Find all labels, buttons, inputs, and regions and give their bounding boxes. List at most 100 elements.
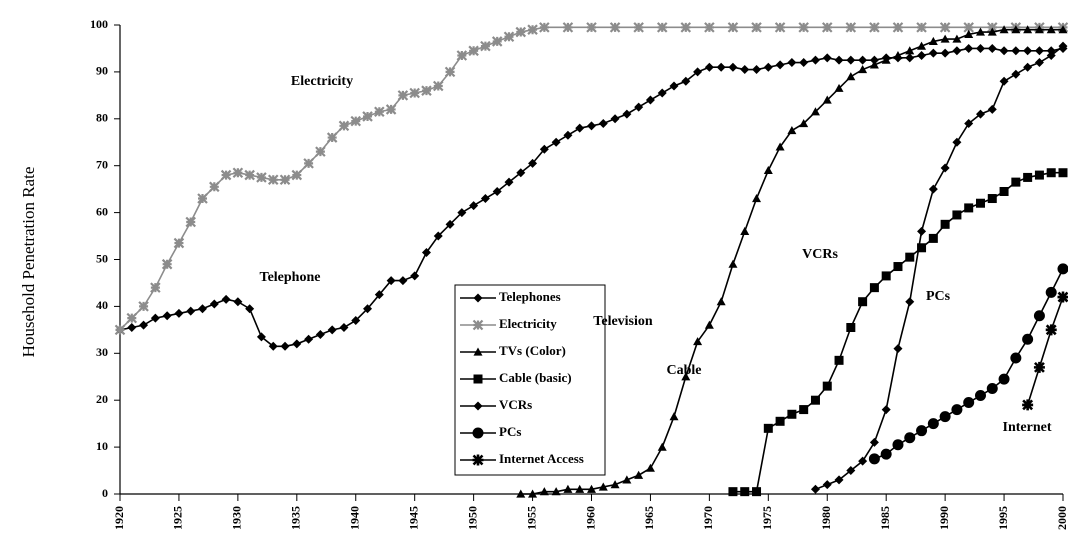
data-point [881, 271, 891, 281]
data-point [516, 489, 526, 498]
data-point [656, 22, 668, 33]
legend-label: Cable (basic) [499, 370, 572, 385]
data-point [1046, 168, 1056, 178]
data-point [622, 475, 632, 484]
legend-marker [473, 347, 483, 356]
data-point [940, 163, 950, 173]
data-point [610, 114, 620, 124]
data-point [209, 181, 220, 193]
data-point [504, 177, 514, 187]
data-point [822, 53, 832, 63]
data-point [468, 45, 479, 57]
data-point [114, 324, 126, 336]
data-point [398, 276, 408, 286]
data-point [197, 193, 208, 204]
data-point [940, 48, 950, 58]
series-line [815, 45, 1064, 491]
data-point [1058, 41, 1068, 51]
data-point [586, 22, 597, 33]
data-point [892, 22, 904, 33]
data-point [810, 107, 820, 116]
data-point [974, 390, 986, 402]
data-point [846, 55, 856, 65]
data-point [634, 102, 644, 112]
data-point [693, 337, 703, 346]
y-tick-label: 50 [96, 251, 108, 265]
y-tick-label: 90 [96, 64, 108, 78]
data-point [232, 167, 244, 179]
data-point [810, 395, 820, 405]
data-point [1011, 177, 1021, 187]
data-point [987, 27, 997, 36]
data-point [1033, 361, 1045, 373]
data-point [645, 463, 655, 472]
legend-marker [472, 319, 484, 331]
data-point [1034, 25, 1044, 34]
data-point [304, 334, 314, 344]
data-point [881, 55, 891, 64]
data-point [1034, 58, 1044, 68]
data-point [1011, 46, 1021, 56]
y-axis-label: Household Penetration Rate [19, 167, 38, 358]
data-point [963, 22, 974, 33]
data-point [363, 304, 373, 314]
data-point [892, 439, 904, 451]
data-point [528, 489, 538, 498]
data-point [905, 252, 915, 262]
data-point [952, 137, 962, 147]
data-point [492, 186, 502, 196]
data-point [1034, 46, 1044, 56]
data-point [1023, 25, 1033, 34]
data-point [551, 137, 561, 147]
annotation: Cable [667, 363, 702, 378]
data-point [657, 442, 667, 451]
legend-marker [473, 374, 483, 384]
data-point [774, 22, 786, 33]
data-point [787, 126, 797, 135]
data-point [858, 55, 868, 65]
data-point [917, 226, 927, 236]
data-point [174, 308, 184, 318]
data-point [1057, 263, 1068, 275]
data-point [326, 132, 338, 143]
data-point [858, 297, 868, 307]
data-point [150, 313, 160, 323]
data-point [775, 142, 785, 151]
data-point [279, 174, 291, 186]
data-point [126, 312, 138, 324]
data-point [752, 487, 762, 497]
data-point [256, 172, 267, 183]
data-point [444, 66, 456, 78]
data-point [728, 259, 738, 268]
x-tick-label: 1975 [760, 506, 774, 530]
data-point [1058, 25, 1068, 34]
data-point [893, 344, 903, 354]
data-point [1058, 168, 1068, 178]
data-point [338, 120, 350, 132]
data-point [162, 311, 172, 321]
data-point [987, 43, 997, 53]
x-tick-label: 1920 [112, 506, 126, 530]
data-point [917, 41, 927, 50]
x-tick-label: 1930 [230, 506, 244, 530]
y-tick-label: 70 [96, 157, 108, 171]
series-line [1026, 296, 1064, 406]
x-tick-label: 1965 [642, 506, 656, 530]
data-point [740, 487, 750, 497]
data-point [905, 46, 915, 55]
data-point [244, 169, 255, 181]
data-point [150, 282, 161, 293]
data-point [964, 118, 974, 128]
data-point [598, 482, 608, 491]
data-point [185, 216, 197, 228]
data-point [799, 58, 809, 68]
data-point [503, 31, 515, 43]
data-point [339, 323, 349, 333]
data-point [998, 373, 1010, 385]
data-point [456, 50, 468, 61]
data-point [681, 76, 691, 86]
data-point [609, 22, 621, 33]
data-point [822, 95, 832, 104]
data-point [869, 22, 880, 33]
